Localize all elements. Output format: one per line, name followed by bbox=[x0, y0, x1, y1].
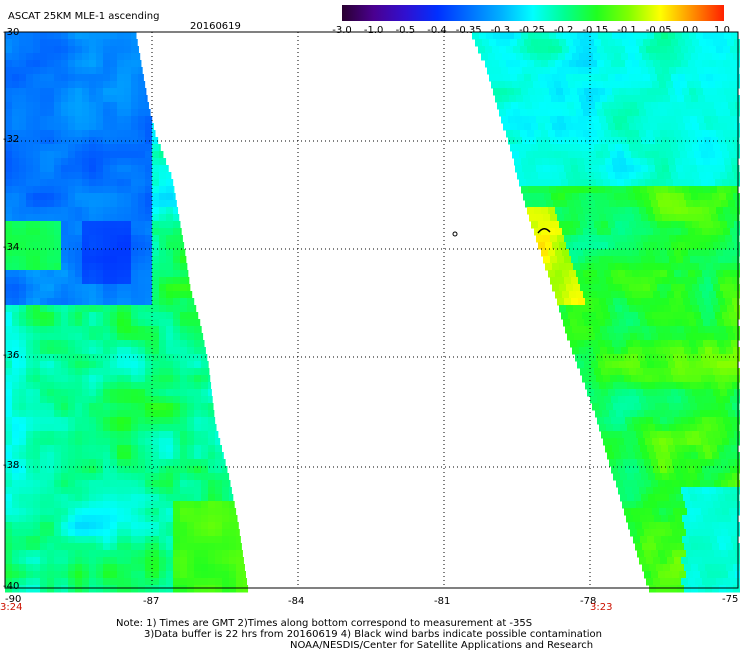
colorbar-label: 1.0 bbox=[714, 25, 730, 36]
colorbar-label: -0.25 bbox=[519, 25, 545, 36]
note-line-1: Note: 1) Times are GMT 2)Times along bot… bbox=[116, 618, 533, 629]
x-label-78: -78 bbox=[580, 596, 597, 607]
colorbar-label: 0.0 bbox=[682, 25, 699, 36]
colorbar-labels: -3.0 -1.0 -0.5 -0.4 -0.35 -0.3 -0.25 -0.2 -0.15-… bbox=[330, 25, 740, 37]
colorbar-label: -3.0 bbox=[332, 25, 352, 36]
map-title: ASCAT 25KM MLE-1 ascending bbox=[8, 11, 160, 22]
island-marker bbox=[452, 231, 458, 237]
colorbar bbox=[342, 5, 724, 21]
colorbar-label: -0.15 bbox=[582, 25, 609, 36]
colorbar-label: -0.1 bbox=[617, 25, 637, 36]
colorbar-label: -0.4 bbox=[427, 25, 447, 36]
colorbar-label: -0.3 bbox=[490, 25, 511, 36]
colorbar-gradient bbox=[342, 5, 724, 21]
gridlines bbox=[5, 32, 738, 588]
note-line-2: 3)Data buffer is 22 hrs from 20160619 4)… bbox=[144, 629, 602, 640]
y-label-30: -30 bbox=[3, 27, 20, 38]
colorbar-label: -1.0 bbox=[363, 25, 384, 36]
x-label-90: -90 bbox=[5, 594, 22, 605]
map-date: 20160619 bbox=[190, 21, 241, 32]
x-label-84: -84 bbox=[288, 596, 305, 607]
x-label-87: -87 bbox=[143, 596, 160, 607]
y-label-34: -34 bbox=[3, 242, 20, 253]
y-label-36: -36 bbox=[3, 350, 20, 361]
note-line-3: NOAA/NESDIS/Center for Satellite Applica… bbox=[290, 640, 594, 651]
y-label-32: -32 bbox=[3, 134, 20, 145]
wind-barb-marker bbox=[537, 228, 551, 234]
colorbar-label: -0.5 bbox=[395, 25, 416, 36]
x-label-75: -75 bbox=[722, 594, 739, 605]
colorbar-label: -0.05 bbox=[645, 25, 672, 36]
colorbar-label: -0.35 bbox=[455, 25, 482, 36]
time-left: 3:24 bbox=[0, 602, 23, 613]
swath-left bbox=[5, 32, 249, 593]
time-right: 3:23 bbox=[590, 602, 613, 613]
contamination-markers bbox=[452, 228, 551, 237]
y-label-38: -38 bbox=[3, 460, 20, 471]
y-label-40: -40 bbox=[3, 581, 20, 592]
plot-frame bbox=[4, 31, 739, 589]
colorbar-label: -0.2 bbox=[553, 25, 574, 36]
swath-right bbox=[472, 32, 740, 593]
map-plot bbox=[4, 31, 740, 593]
x-label-81: -81 bbox=[434, 596, 451, 607]
